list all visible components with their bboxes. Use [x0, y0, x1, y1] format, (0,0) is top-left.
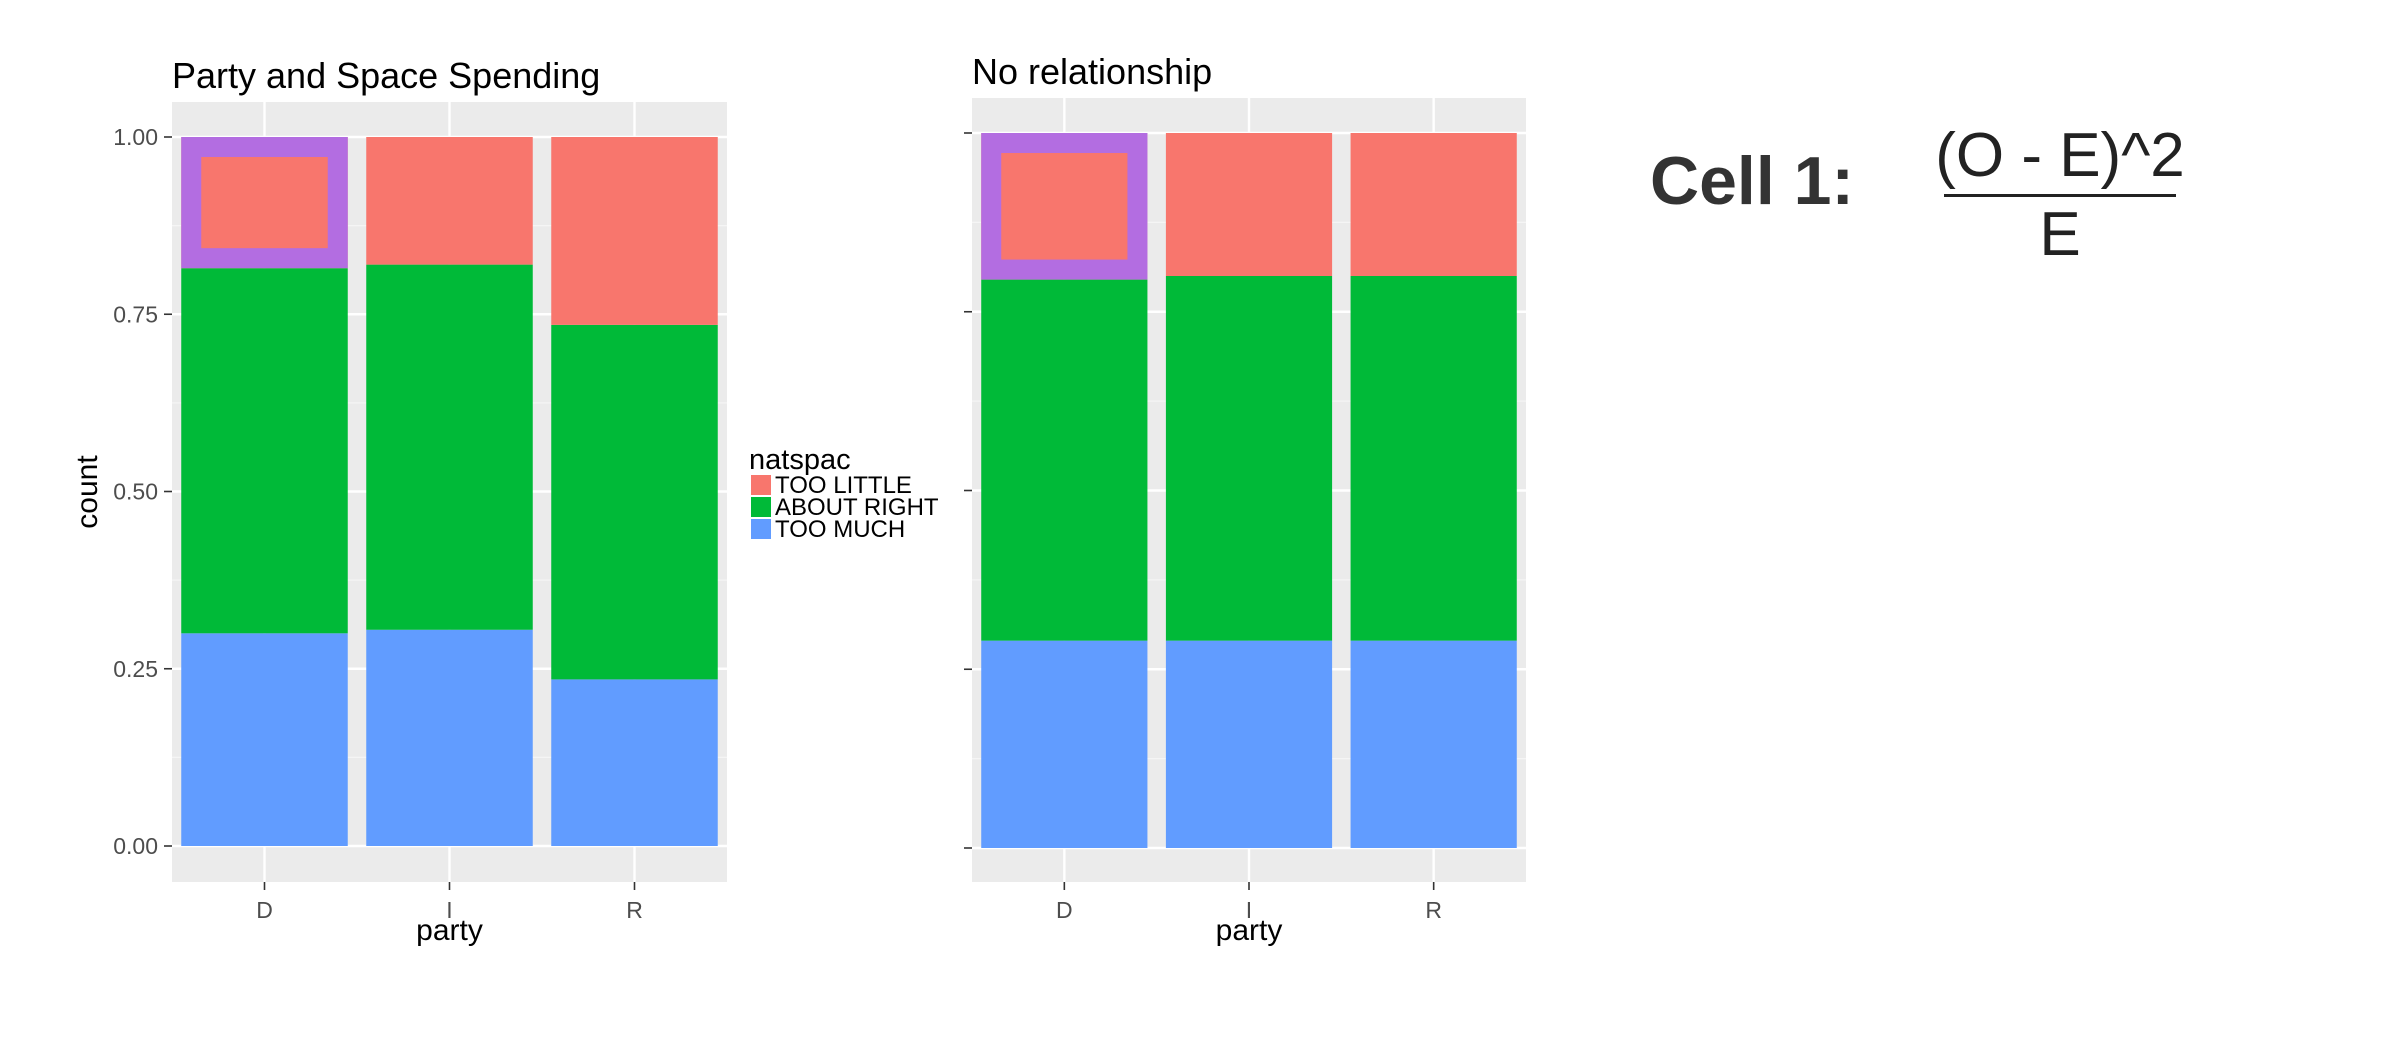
- chart-title: Party and Space Spending: [172, 55, 600, 96]
- y-tick-label: 0.00: [113, 833, 158, 859]
- legend-swatch: [751, 475, 771, 495]
- bar-d-too-little: [181, 137, 348, 269]
- x-tick-label: I: [446, 897, 452, 923]
- formula-numerator: (O - E)^2: [1935, 121, 2185, 190]
- bar-r-too-little: [1350, 133, 1517, 276]
- highlight-cell-box: [981, 133, 1148, 280]
- chi-square-formula: (O - E)^2 E: [1930, 118, 2190, 273]
- cell-label: Cell 1:: [1650, 143, 1855, 219]
- x-tick-label: I: [1246, 897, 1252, 923]
- chart-title: No relationship: [972, 51, 1212, 92]
- bar-d-too-much: [981, 640, 1148, 848]
- x-tick-label: R: [626, 897, 643, 923]
- bar-r-too-much: [1350, 640, 1517, 848]
- bar-r-too-little: [551, 137, 718, 325]
- bar-i-about-right: [366, 264, 533, 630]
- chart-panel-2: D I R No relationship party: [964, 51, 1526, 947]
- legend-swatch: [751, 519, 771, 539]
- legend-label: TOO LITTLE: [775, 472, 912, 499]
- x-axis-title: party: [1216, 914, 1283, 947]
- bar-i-too-little: [1165, 133, 1333, 276]
- bar-r-about-right: [1350, 276, 1517, 641]
- bar-r-about-right: [551, 324, 718, 680]
- x-tick-label: D: [256, 897, 273, 923]
- bar-i-about-right: [1165, 276, 1333, 641]
- bar-i-too-much: [366, 629, 533, 846]
- y-tick-label: 0.75: [113, 301, 158, 327]
- legend-swatch: [751, 497, 771, 517]
- legend-label: ABOUT RIGHT: [775, 494, 939, 521]
- bar-r-too-much: [551, 679, 718, 846]
- y-tick-label: 1.00: [113, 124, 158, 150]
- y-axis-title: count: [71, 455, 104, 529]
- x-axis-title: party: [416, 914, 483, 947]
- legend-title: natspac: [749, 444, 851, 476]
- legend-label: TOO MUCH: [775, 516, 905, 543]
- bar-d-too-much: [181, 633, 348, 846]
- bar-d-too-little: [981, 133, 1148, 280]
- chart-panel-1: 0.00 0.25 0.50 0.75 1.00 D I R Party and Space S…: [71, 55, 727, 947]
- bar-d-about-right: [981, 279, 1148, 641]
- highlight-cell-box: [181, 137, 348, 269]
- y-tick-label: 0.25: [113, 656, 158, 682]
- bar-d-about-right: [181, 268, 348, 634]
- x-tick-label: R: [1425, 897, 1442, 923]
- y-tick-label: 0.50: [113, 479, 158, 505]
- bar-i-too-much: [1165, 640, 1333, 848]
- bar-i-too-little: [366, 137, 533, 265]
- fraction-bar: [1944, 194, 2176, 197]
- x-tick-label: D: [1056, 897, 1073, 923]
- formula-denominator: E: [2039, 200, 2081, 269]
